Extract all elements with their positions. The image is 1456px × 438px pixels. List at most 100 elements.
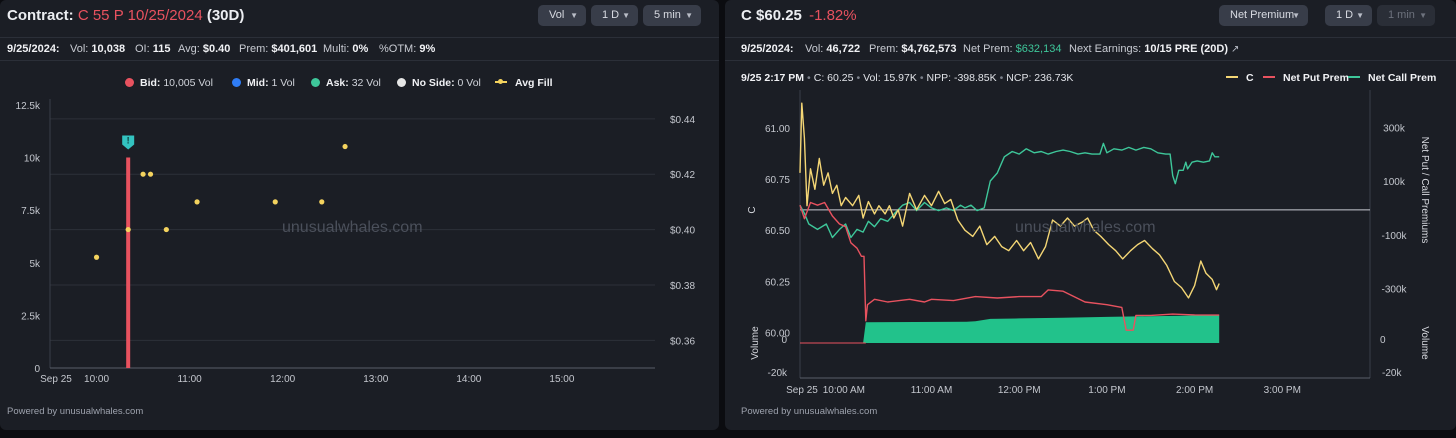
x-tick-label: 12:00 PM	[998, 385, 1041, 396]
crosshair-time: 9/25 2:17 PM	[741, 72, 805, 84]
crosshair-readout: 9/25 2:17 PM • C: 60.25 • Vol: 15.97K • NPP: -…	[741, 72, 1074, 84]
avg-fill-point	[163, 226, 169, 233]
series-line-c	[799, 102, 1220, 299]
metric-dropdown-label: Vol	[549, 9, 565, 21]
watermark: unusualwhales.com	[282, 219, 423, 236]
legend-dot	[232, 78, 241, 87]
y-right-tick-label: 100k	[1383, 177, 1406, 188]
y-right-tick-label: $0.40	[670, 226, 695, 237]
interval-dropdown[interactable]: 1 min ▼	[1377, 5, 1435, 26]
y-left-tick-label: 10k	[24, 154, 41, 165]
avg-fill-point	[194, 199, 200, 205]
chevron-down-icon: ▼	[1292, 11, 1300, 20]
days-to-expiry: (30D)	[206, 7, 245, 24]
x-tick-label: Sep 25	[40, 374, 72, 385]
interval-dropdown[interactable]: 5 min ▼	[643, 5, 701, 26]
stats-date: 9/25/2024:	[7, 43, 60, 55]
legend-net-call-prem[interactable]: Net Call Prem	[1348, 72, 1436, 84]
contract-volume-chart: $0.36 $0.38 $0.40 $0.42 $0.44 0 2.5k 5k 7.5k 10k 1…	[16, 99, 695, 385]
ticker-stats-bar: 9/25/2024: Vol: 46,722 Prem: $4,762,573 …	[725, 37, 1456, 61]
legend-net-put-prem[interactable]: Net Put Prem	[1263, 72, 1349, 84]
chart-type-dropdown-label: Net Premium	[1230, 9, 1295, 21]
range-dropdown-label: 1 D	[1336, 9, 1354, 21]
x-tick-label: 11:00 AM	[911, 385, 953, 396]
net-premium-panel: C $60.25 -1.82% Net Premium ▼ 1 D ▼ 1 mi…	[725, 0, 1456, 430]
legend-ask[interactable]: Ask: 32 Vol	[311, 77, 381, 89]
y-left-axis-title: C	[747, 206, 758, 213]
stat-average: Avg: $0.40	[178, 43, 231, 55]
flag-marker-glyph: !	[127, 135, 130, 145]
stat-otm: %OTM: 9%	[379, 43, 436, 55]
range-dropdown[interactable]: 1 D ▼	[591, 5, 638, 26]
contract-name: C 55 P 10/25/2024	[77, 7, 203, 24]
powered-by-footer: Powered by unusualwhales.com	[7, 406, 144, 417]
stat-open-interest: OI: 115	[135, 43, 171, 55]
range-dropdown[interactable]: 1 D ▼	[1325, 5, 1372, 26]
avg-fill-point	[342, 143, 348, 150]
y-left-tick-label: 7.5k	[21, 206, 41, 217]
legend-avg-fill[interactable]: Avg Fill	[495, 77, 553, 89]
avg-fill-point	[140, 171, 146, 177]
y-left-tick-label: 61.00	[765, 124, 790, 135]
chevron-down-icon: ▼	[622, 11, 630, 20]
legend-line-key	[1226, 76, 1238, 78]
x-tick-label: Sep 25	[786, 385, 818, 396]
x-tick-label: 1:00 PM	[1088, 385, 1125, 396]
stat-multi: Multi: 0%	[323, 43, 369, 55]
x-tick-label: 13:00	[363, 374, 388, 385]
y-right-tick-label: 300k	[1383, 123, 1406, 134]
contract-stats-bar: 9/25/2024: Vol: 10,038 OI: 115 Avg: $0.4…	[0, 37, 719, 61]
ticker-title: C $60.25 -1.82%	[741, 7, 857, 24]
x-tick-label: 10:00	[84, 374, 109, 385]
x-tick-label: 2:00 PM	[1176, 385, 1213, 396]
y-left-tick-label: 2.5k	[21, 311, 41, 322]
bid-volume-bar	[126, 157, 131, 368]
legend-line-key	[1263, 76, 1275, 78]
stat-volume: Vol: 46,722	[805, 43, 861, 55]
contract-title: Contract: C 55 P 10/25/2024 (30D)	[7, 7, 244, 24]
volume-area	[800, 315, 1220, 343]
ticker-change: -1.82%	[809, 7, 857, 24]
powered-by-footer: Powered by unusualwhales.com	[741, 406, 878, 417]
watermark: unusualwhales.com	[1015, 219, 1156, 236]
net-premium-chart: 60.00 60.25 60.50 60.75 61.00 -300k -100k 100k 3…	[747, 90, 1430, 396]
legend-mid[interactable]: Mid: 1 Vol	[232, 77, 295, 89]
stat-premium: Prem: $4,762,573	[869, 43, 957, 55]
chevron-down-icon: ▼	[1356, 11, 1364, 20]
chart-type-dropdown[interactable]: Net Premium ▼	[1219, 5, 1308, 26]
volume-tick-label: 0	[1380, 335, 1386, 346]
x-tick-label: 10:00 AM	[823, 385, 865, 396]
legend-dot	[125, 78, 134, 87]
y-right-tick-label: -100k	[1381, 231, 1407, 242]
volume-tick-label: 0	[781, 335, 787, 346]
external-link-icon[interactable]: ↗	[1230, 44, 1240, 55]
legend-no-side[interactable]: No Side: 0 Vol	[397, 77, 481, 89]
x-tick-label: 11:00	[177, 374, 202, 385]
stat-next-earnings[interactable]: Next Earnings: 10/15 PRE (20D) ↗	[1069, 43, 1240, 55]
avg-fill-point	[147, 171, 154, 177]
stats-date: 9/25/2024:	[741, 43, 794, 55]
ticker-symbol: C	[741, 7, 752, 24]
legend-line-key	[1348, 76, 1360, 78]
interval-dropdown-label: 5 min	[654, 9, 681, 21]
chevron-down-icon: ▼	[570, 11, 578, 20]
avg-fill-point	[319, 199, 325, 205]
legend-bid[interactable]: Bid: 10,005 Vol	[125, 77, 213, 89]
x-tick-label: 14:00	[456, 374, 481, 385]
flag-marker-icon	[122, 135, 135, 150]
avg-fill-point	[125, 226, 131, 233]
chevron-down-icon: ▼	[1419, 11, 1427, 20]
right-panel-header: C $60.25 -1.82% Net Premium ▼ 1 D ▼ 1 mi…	[725, 0, 1456, 32]
legend-c[interactable]: C	[1226, 72, 1254, 84]
y-left-tick-label: 60.50	[765, 226, 790, 237]
legend-line-key	[495, 79, 507, 84]
stat-volume: Vol: 10,038	[70, 43, 126, 55]
interval-dropdown-label: 1 min	[1388, 9, 1415, 21]
metric-dropdown[interactable]: Vol ▼	[538, 5, 586, 26]
title-prefix: Contract:	[7, 7, 74, 24]
y-right-tick-label: $0.38	[670, 281, 695, 292]
volume-axis-title-left: Volume	[750, 326, 761, 360]
legend-dot	[397, 78, 406, 87]
series-line-net-put-prem	[799, 201, 1220, 331]
avg-fill-point	[93, 254, 100, 260]
